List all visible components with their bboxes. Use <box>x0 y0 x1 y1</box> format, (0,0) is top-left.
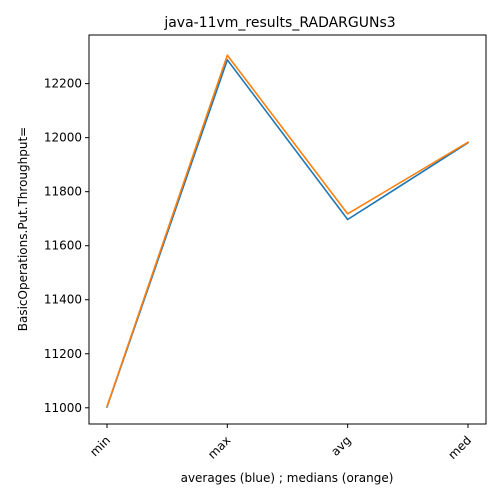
series-line-1 <box>105 59 470 408</box>
x-axis-label: averages (blue) ; medians (orange) <box>181 471 394 485</box>
series-line-2 <box>105 54 470 408</box>
y-tick-label: 12000 <box>44 131 82 145</box>
y-axis: 11000 11200 11400 11600 11800 12000 12200 <box>44 77 89 415</box>
y-tick-label: 11200 <box>44 347 82 361</box>
plot-frame <box>88 34 487 425</box>
y-tick-label: 11000 <box>44 401 82 415</box>
y-tick-label: 11400 <box>44 293 82 307</box>
series-layer <box>105 54 470 408</box>
y-tick-label: 11800 <box>44 185 82 199</box>
y-axis-label: BasicOperations.Put.Throughput= <box>16 127 30 331</box>
plot-area <box>88 34 487 425</box>
y-tick-label: 12200 <box>44 77 82 91</box>
y-tick-label: 11600 <box>44 239 82 253</box>
chart-title: java-11vm_results_RADARGUNs3 <box>163 15 395 31</box>
